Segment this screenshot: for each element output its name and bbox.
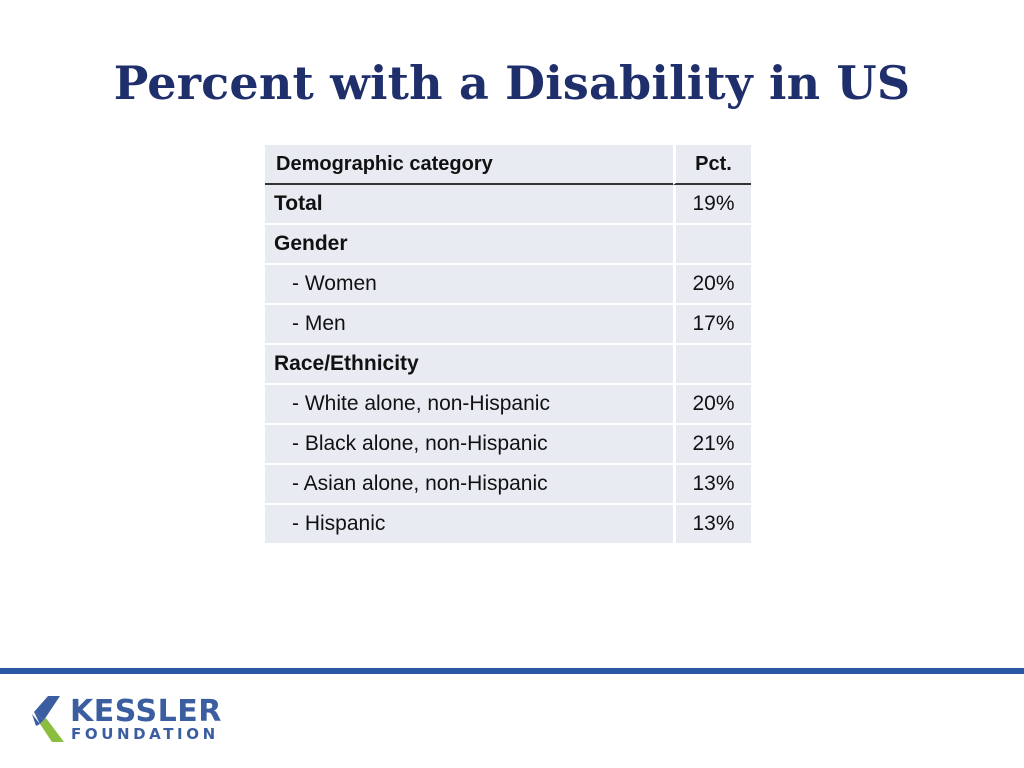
row-label: Gender	[265, 225, 673, 265]
row-value: 17%	[672, 305, 751, 345]
table-row: - White alone, non-Hispanic 20%	[265, 385, 751, 425]
footer-rule	[0, 668, 1024, 674]
row-value: 21%	[672, 425, 751, 465]
table-row: - Hispanic 13%	[265, 505, 751, 545]
row-value: 19%	[672, 185, 751, 225]
slide-title: Percent with a Disability in US	[113, 56, 911, 110]
row-value	[672, 345, 751, 385]
row-value	[672, 225, 751, 265]
disability-table: Demographic category Pct. Total 19% Gend…	[265, 145, 751, 545]
logo-word-kessler: KESSLER	[70, 694, 222, 729]
row-label: Race/Ethnicity	[265, 345, 673, 385]
table-row: Race/Ethnicity	[265, 345, 751, 385]
table-row: Total 19%	[265, 185, 751, 225]
row-label: - White alone, non-Hispanic	[265, 385, 673, 425]
table-header-row: Demographic category Pct.	[265, 145, 751, 185]
row-value: 13%	[672, 465, 751, 505]
table-row: - Men 17%	[265, 305, 751, 345]
row-label: - Black alone, non-Hispanic	[265, 425, 673, 465]
row-label: - Men	[265, 305, 673, 345]
row-label: - Women	[265, 265, 673, 305]
row-label: Total	[265, 185, 673, 225]
table-row: - Black alone, non-Hispanic 21%	[265, 425, 751, 465]
row-value: 20%	[672, 385, 751, 425]
kessler-logo-mark-icon	[32, 696, 64, 742]
kessler-foundation-logo: KESSLER FOUNDATION	[30, 694, 230, 748]
header-pct: Pct.	[672, 145, 751, 185]
header-category: Demographic category	[265, 145, 673, 185]
row-label: - Hispanic	[265, 505, 673, 545]
row-value: 20%	[672, 265, 751, 305]
row-value: 13%	[672, 505, 751, 545]
table-row: - Women 20%	[265, 265, 751, 305]
table-row: - Asian alone, non-Hispanic 13%	[265, 465, 751, 505]
table-row: Gender	[265, 225, 751, 265]
logo-word-foundation: FOUNDATION	[71, 725, 219, 743]
row-label: - Asian alone, non-Hispanic	[265, 465, 673, 505]
